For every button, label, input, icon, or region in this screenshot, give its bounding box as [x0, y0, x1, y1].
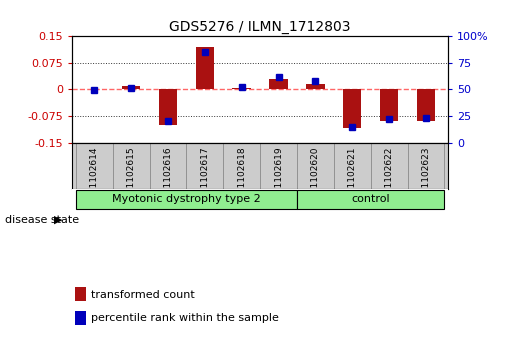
Text: GSM1102617: GSM1102617: [200, 146, 209, 207]
Text: percentile rank within the sample: percentile rank within the sample: [91, 313, 279, 323]
Text: GSM1102619: GSM1102619: [274, 146, 283, 207]
Text: GSM1102618: GSM1102618: [237, 146, 246, 207]
Bar: [417, 89, 435, 121]
Text: Myotonic dystrophy type 2: Myotonic dystrophy type 2: [112, 194, 261, 204]
Bar: [159, 89, 177, 125]
Bar: [380, 89, 398, 121]
Text: GSM1102616: GSM1102616: [163, 146, 173, 207]
Bar: [196, 47, 214, 89]
Bar: [343, 89, 362, 129]
Text: GSM1102622: GSM1102622: [385, 146, 393, 207]
Text: control: control: [351, 194, 390, 204]
Text: GSM1102623: GSM1102623: [421, 146, 431, 207]
Text: GSM1102621: GSM1102621: [348, 146, 357, 207]
Text: ▶: ▶: [54, 215, 63, 225]
Bar: [269, 79, 288, 89]
Text: GSM1102615: GSM1102615: [127, 146, 135, 207]
Text: disease state: disease state: [5, 215, 83, 225]
Bar: [122, 86, 140, 89]
Bar: [297, 190, 444, 209]
Bar: [306, 84, 324, 89]
Title: GDS5276 / ILMN_1712803: GDS5276 / ILMN_1712803: [169, 20, 351, 34]
Text: transformed count: transformed count: [91, 290, 195, 300]
Bar: [76, 190, 297, 209]
Bar: [232, 87, 251, 89]
Text: GSM1102620: GSM1102620: [311, 146, 320, 207]
Text: GSM1102614: GSM1102614: [90, 146, 99, 207]
